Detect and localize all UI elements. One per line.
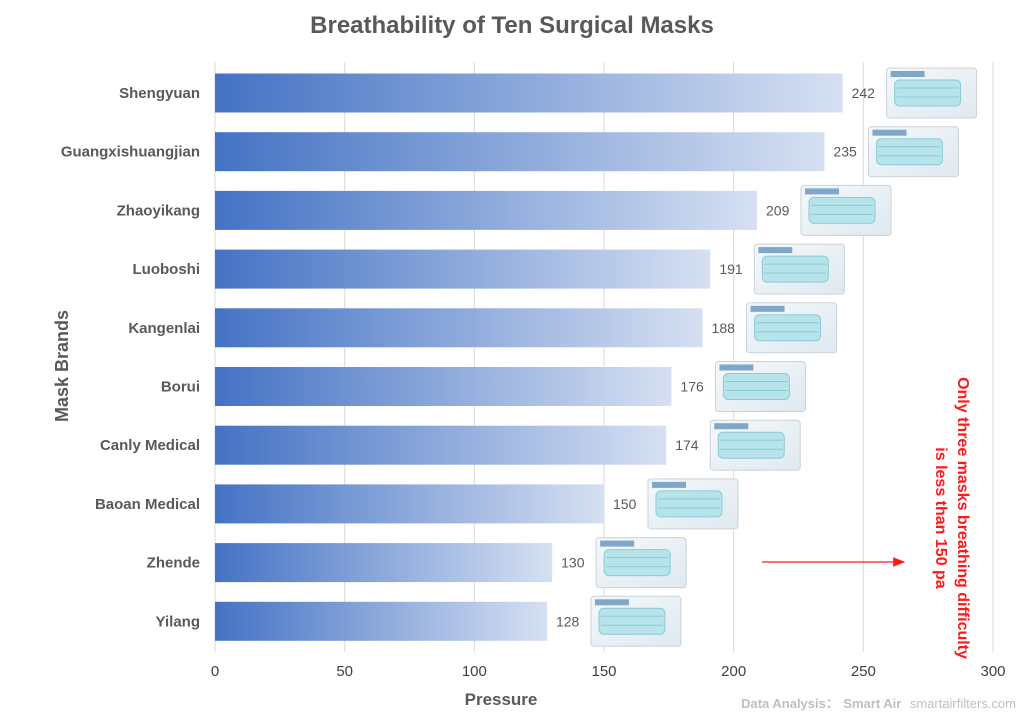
- credit-prefix: Data Analysis：: [741, 696, 839, 711]
- mask-shape: [808, 196, 876, 224]
- x-tick-label: 250: [851, 663, 876, 680]
- bars: [215, 73, 843, 641]
- value-label: 130: [561, 555, 585, 571]
- package-label-strip: [758, 247, 793, 254]
- product-image: [709, 419, 801, 471]
- category-label: Guangxishuangjian: [61, 144, 200, 161]
- mask-shape: [761, 255, 829, 283]
- package-label-strip: [714, 423, 749, 430]
- package-label-strip: [805, 188, 840, 195]
- package-label-strip: [872, 129, 907, 136]
- bar: [215, 308, 703, 348]
- category-label: Kangenlai: [128, 320, 200, 337]
- mask-shape: [717, 431, 785, 459]
- product-image: [886, 67, 978, 119]
- value-label: 209: [766, 202, 790, 218]
- category-label: Borui: [161, 379, 200, 396]
- bar: [215, 543, 553, 583]
- product-image: [647, 478, 739, 530]
- mask-shape: [655, 490, 723, 518]
- bar: [215, 132, 825, 172]
- category-label: Zhaoyikang: [117, 202, 200, 219]
- category-label: Zhende: [147, 555, 200, 572]
- product-image: [714, 361, 806, 412]
- package-label-strip: [890, 71, 925, 77]
- package-label-strip: [594, 599, 629, 606]
- package-label-strip: [652, 481, 686, 488]
- mask-shape: [754, 314, 822, 342]
- bar: [215, 425, 667, 465]
- product-images: [590, 67, 978, 647]
- category-label: Baoan Medical: [95, 496, 200, 513]
- credit-site: smartairfilters.com: [910, 696, 1016, 711]
- package-label-strip: [719, 364, 754, 371]
- x-tick-label: 0: [211, 663, 219, 680]
- value-label: 150: [613, 496, 637, 512]
- value-label: 242: [852, 85, 876, 101]
- annotation-line-2: is less than 150 pa: [932, 447, 949, 589]
- bar: [215, 73, 843, 113]
- value-label: 128: [556, 613, 580, 629]
- x-tick-label: 300: [980, 663, 1005, 680]
- annotation: Only three masks breathing difficulty is…: [932, 377, 971, 659]
- product-image: [590, 595, 682, 647]
- value-label: 235: [833, 144, 857, 160]
- y-axis-label: Mask Brands: [52, 310, 72, 422]
- category-label: Luoboshi: [133, 261, 201, 278]
- x-tick-label: 100: [462, 663, 487, 680]
- value-labels: 242 235 209 191 188 176 174 150 130 128: [556, 85, 875, 629]
- product-image: [753, 243, 845, 295]
- bar: [215, 190, 758, 230]
- mask-shape: [722, 373, 790, 400]
- x-tick-labels: 0 50 100 150 200 250 300: [211, 663, 1006, 680]
- package-label-strip: [750, 305, 785, 312]
- value-label: 188: [712, 320, 736, 336]
- mask-shape: [603, 549, 671, 577]
- value-label: 191: [719, 261, 743, 277]
- value-label: 174: [675, 437, 699, 453]
- category-label: Yilang: [156, 613, 200, 630]
- x-axis-label: Pressure: [465, 690, 538, 709]
- x-tick-label: 200: [721, 663, 746, 680]
- product-image: [867, 126, 959, 178]
- chart-title: Breathability of Ten Surgical Masks: [310, 12, 714, 39]
- bar: [215, 367, 672, 406]
- data-credit: Data Analysis： Smart Air smartairfilters…: [741, 695, 1016, 712]
- category-labels: Shengyuan Guangxishuangjian Zhaoyikang Luob…: [61, 85, 200, 630]
- product-image: [595, 537, 687, 589]
- bar: [215, 601, 547, 641]
- x-tick-label: 150: [591, 663, 616, 680]
- category-label: Shengyuan: [119, 85, 200, 102]
- bar: [215, 484, 604, 524]
- bar: [215, 249, 711, 289]
- product-image: [800, 184, 892, 236]
- category-label: Canly Medical: [100, 437, 200, 454]
- mask-shape: [875, 138, 943, 166]
- credit-name: Smart Air: [843, 696, 901, 711]
- x-tick-label: 50: [336, 663, 353, 680]
- package-label-strip: [600, 540, 635, 547]
- product-image: [746, 302, 838, 354]
- mask-shape: [598, 607, 666, 635]
- value-label: 176: [680, 379, 704, 395]
- mask-shape: [894, 79, 962, 107]
- annotation-line-1: Only three masks breathing difficulty: [954, 377, 971, 659]
